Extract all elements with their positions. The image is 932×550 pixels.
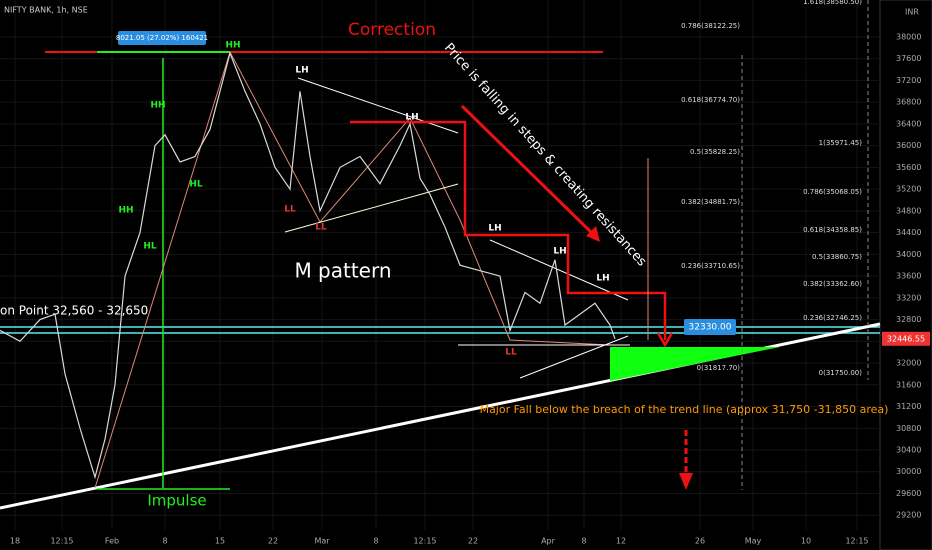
x-tick-label: May	[745, 537, 762, 546]
x-tick-label: 15	[215, 537, 225, 546]
fib-label: 1.618(38580.50)	[803, 0, 862, 6]
pivot-label: HL	[143, 242, 157, 252]
y-tick-label: 36800	[896, 98, 921, 107]
y-tick-label: 30800	[896, 424, 921, 433]
pivot-label: LH	[553, 247, 566, 257]
pivot-label: HH	[225, 41, 240, 51]
pivot-label: HL	[189, 180, 203, 190]
y-tick-label: 33200	[896, 293, 921, 302]
fib-label: 0.5(35828.25)	[690, 148, 740, 156]
y-tick-label: 37600	[896, 54, 921, 63]
channel	[489, 239, 629, 301]
y-tick-label: 33600	[896, 272, 921, 281]
annotation: Major Fall below the breach of the trend…	[480, 403, 889, 416]
fib-label: 0.382(34881.75)	[681, 198, 740, 206]
x-tick-label: Feb	[105, 537, 119, 546]
fib-label: 0.786(35068.05)	[803, 188, 862, 196]
symbol: NIFTY BANK, 1h, NSE	[4, 6, 88, 15]
y-tick-label: 35600	[896, 163, 921, 172]
down-arrowhead	[679, 473, 693, 490]
annotation: Impulse	[147, 492, 206, 510]
y-tick-label: 31200	[896, 402, 921, 411]
y-tick-label: 32000	[896, 359, 921, 368]
fib-label: 0.236(32746.25)	[803, 314, 862, 322]
x-tick-label: 12	[616, 537, 626, 546]
pivot-label: HH	[118, 206, 133, 216]
target-zone	[610, 347, 780, 381]
y-tick-label: 38000	[896, 32, 921, 41]
fib-label: 0(31750.00)	[819, 369, 863, 377]
channel	[297, 77, 459, 134]
y-tick-label: 36400	[896, 119, 921, 128]
pivot-label: LH	[488, 224, 501, 234]
fib-label: 0.382(33362.60)	[803, 280, 862, 288]
price-line	[0, 51, 616, 480]
annotation: on Point 32,560 - 32,650	[0, 304, 148, 318]
y-tick-label: 34400	[896, 228, 921, 237]
y-tick-label: 32800	[896, 315, 921, 324]
y-tick-label: 37200	[896, 76, 921, 85]
y-tick-label: 30400	[896, 446, 921, 455]
annotation: Correction	[348, 20, 436, 40]
x-tick-label: Apr	[541, 537, 556, 546]
pivot-label: LL	[505, 348, 517, 358]
x-tick-label: 22	[468, 537, 478, 546]
annotation: M pattern	[294, 259, 391, 283]
y-axis-panel	[879, 0, 932, 550]
pivot-label: LH	[295, 66, 308, 76]
fib-label: 0.618(36774.70)	[681, 96, 740, 104]
x-tick-label: 12:15	[845, 537, 868, 546]
fib-label: 0.786(38122.25)	[681, 22, 740, 30]
x-tick-label: 8	[581, 537, 586, 546]
x-tick-label: 8	[373, 537, 378, 546]
y-tick-label: 29200	[896, 511, 921, 520]
x-tick-label: 12:15	[50, 537, 73, 546]
fib-label: 0.618(34358.85)	[803, 226, 862, 234]
fib-label: 0.236(33710.65)	[681, 262, 740, 270]
x-tick-label: 18	[10, 537, 20, 546]
price-box	[684, 319, 736, 335]
x-tick-label: 26	[695, 537, 705, 546]
annotation: 32330.00	[689, 323, 732, 333]
fib-label: 0(31817.70)	[697, 364, 741, 372]
annotation: 8021.05 (27.02%) 160421	[116, 34, 208, 42]
y-tick-label: 35200	[896, 185, 921, 194]
y-tick-label: 34000	[896, 250, 921, 259]
x-tick-label: 22	[268, 537, 278, 546]
price-tag	[882, 331, 930, 346]
pivot-label: LL	[284, 205, 296, 215]
step-line	[350, 120, 667, 340]
x-tick-label: 10	[801, 537, 811, 546]
y-tick-label: 34800	[896, 206, 921, 215]
pivot-label: LL	[315, 223, 327, 233]
y-tick-label: 30000	[896, 467, 921, 476]
fall-arrowhead	[586, 226, 600, 242]
step-arrow	[656, 332, 674, 348]
y-tick-label: 36000	[896, 141, 921, 150]
pivot-label: HH	[150, 101, 165, 111]
channel	[284, 183, 459, 233]
price-tag-label: 32446.55	[887, 334, 925, 343]
y-tick-label: 31600	[896, 380, 921, 389]
pivot-label: LH	[405, 113, 418, 123]
x-tick-label: 12:15	[413, 537, 436, 546]
y-tick-label: 29600	[896, 489, 921, 498]
fib-label: 0.5(33860.75)	[812, 253, 862, 261]
measure-box	[118, 31, 206, 45]
fib-label: 1(35971.45)	[819, 139, 863, 147]
currency: INR	[905, 8, 919, 17]
grid	[0, 0, 880, 530]
x-tick-label: Mar	[314, 537, 330, 546]
channel	[519, 335, 629, 379]
x-tick-label: 8	[162, 537, 167, 546]
pivot-label: LH	[596, 274, 609, 284]
fall-arrow	[460, 104, 597, 238]
